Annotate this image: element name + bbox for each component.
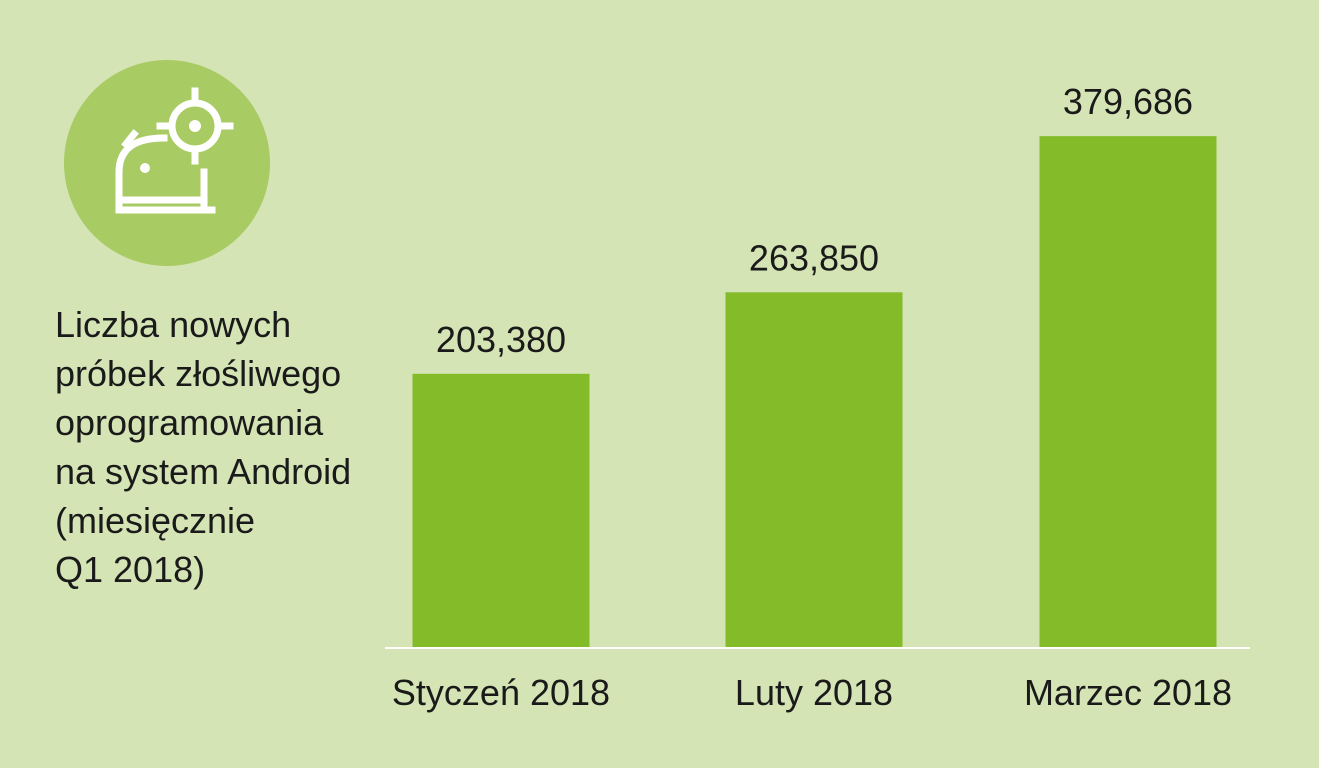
bar-1 <box>412 373 590 648</box>
x-tick-label: Styczeń 2018 <box>392 672 610 713</box>
android-target-icon <box>115 87 234 214</box>
chart-title: Liczba nowych próbek złośliwego oprogram… <box>55 304 352 590</box>
bar-value-label: 379,686 <box>1063 81 1193 122</box>
bar-value-label: 263,850 <box>749 237 879 278</box>
x-tick-label: Luty 2018 <box>735 672 893 713</box>
bar-3 <box>1039 136 1217 649</box>
bar-value-label: 203,380 <box>436 319 566 360</box>
x-tick-label: Marzec 2018 <box>1024 672 1232 713</box>
bar-2 <box>725 292 903 648</box>
android-target-badge <box>64 60 270 266</box>
